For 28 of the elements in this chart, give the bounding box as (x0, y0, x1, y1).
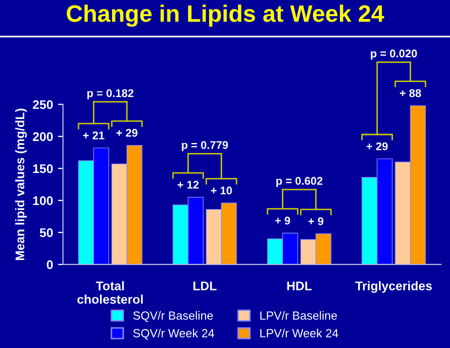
annotation: p = 0.602 (276, 176, 322, 187)
y-tick-label: 250 (32, 100, 53, 110)
x-tick-label: Total cholesterol (77, 281, 143, 304)
annotation: + 29 (116, 128, 138, 137)
annotation: + 12 (178, 180, 199, 189)
text: + 88 (400, 89, 422, 98)
legend-label: SQV/r Baseline (133, 311, 213, 322)
text: p = 0.182 (87, 89, 134, 100)
annotation: p = 0.779 (182, 141, 228, 152)
legend-label: LPV/r Baseline (260, 311, 337, 320)
y-tick-label: 150 (33, 164, 53, 174)
annotation: + 29 (366, 142, 388, 150)
legend-label: LPV/r Week 24 (260, 328, 338, 338)
chart-title: Change in Lipids at Week 24 (66, 4, 384, 27)
x-tick-label: HDL (287, 282, 312, 290)
y-tick-label: 200 (32, 132, 53, 142)
annotation: + 21 (83, 131, 104, 140)
legend-label: SQV/r Week 24 (133, 328, 214, 340)
annotation: + 10 (210, 186, 232, 194)
x-tick-label: Triglycerides (355, 281, 432, 293)
x-tick-label: LDL (193, 282, 217, 290)
annotation: + 9 (308, 217, 324, 226)
annotation: + 9 (275, 216, 290, 225)
text: p = 0.020 (370, 50, 417, 60)
y-tick-label: 50 (40, 228, 53, 238)
y-axis-title: Mean lipid values (mg/dL) (15, 108, 27, 260)
y-tick-label: 0 (46, 260, 53, 270)
y-tick-label: 100 (33, 196, 53, 206)
